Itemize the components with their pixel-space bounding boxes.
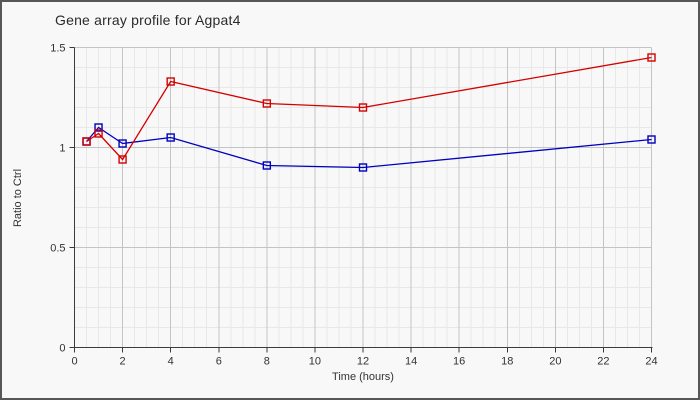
data-point-marker [118, 155, 127, 164]
x-tick-label: 2 [120, 356, 126, 368]
x-tick-label: 22 [597, 356, 609, 368]
x-tick-label: 20 [549, 356, 561, 368]
x-tick-label: 6 [216, 356, 222, 368]
y-axis-title: Ratio to Ctrl [12, 168, 24, 228]
x-tick-label: 4 [168, 356, 174, 368]
x-tick-label: 18 [501, 356, 513, 368]
data-point-marker [358, 103, 368, 112]
x-tick-label: 0 [71, 356, 77, 368]
x-tick-label: 16 [453, 356, 465, 368]
data-point-marker [94, 123, 103, 132]
data-point-marker [358, 163, 368, 172]
data-point-marker [118, 139, 127, 148]
x-tick-label: 8 [264, 356, 270, 368]
x-tick-label: 10 [309, 356, 321, 368]
data-point-marker [166, 77, 175, 86]
data-point-marker [262, 161, 272, 170]
x-tick-label: 12 [357, 356, 369, 368]
data-point-marker [82, 137, 91, 146]
data-point-marker [94, 129, 103, 138]
data-point-marker [647, 53, 656, 62]
x-tick-label: 14 [405, 356, 417, 368]
y-tick-label: 1.5 [50, 43, 65, 55]
data-point-marker [647, 135, 656, 144]
y-tick-label: 0.5 [50, 243, 65, 255]
series-line [86, 56, 652, 161]
x-tick-label: 24 [645, 356, 657, 368]
y-tick-label: 0 [59, 343, 65, 355]
data-point-marker [262, 99, 272, 108]
y-tick-label: 1 [59, 143, 65, 155]
data-point-marker [166, 133, 175, 142]
chart-title: Gene array profile for Agpat4 [55, 12, 241, 28]
x-axis-title: Time (hours) [332, 371, 394, 383]
series-line [86, 126, 652, 169]
